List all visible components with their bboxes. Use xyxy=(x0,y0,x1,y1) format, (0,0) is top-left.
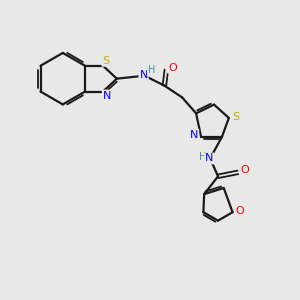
Text: O: O xyxy=(168,63,177,73)
Text: H: H xyxy=(199,152,206,161)
Text: S: S xyxy=(232,112,239,122)
Text: N: N xyxy=(140,70,148,80)
Text: S: S xyxy=(102,56,110,66)
Text: H: H xyxy=(148,65,155,75)
Text: N: N xyxy=(103,91,111,100)
Text: N: N xyxy=(190,130,198,140)
Text: O: O xyxy=(240,165,249,176)
Text: N: N xyxy=(205,154,213,164)
Text: O: O xyxy=(235,206,244,216)
